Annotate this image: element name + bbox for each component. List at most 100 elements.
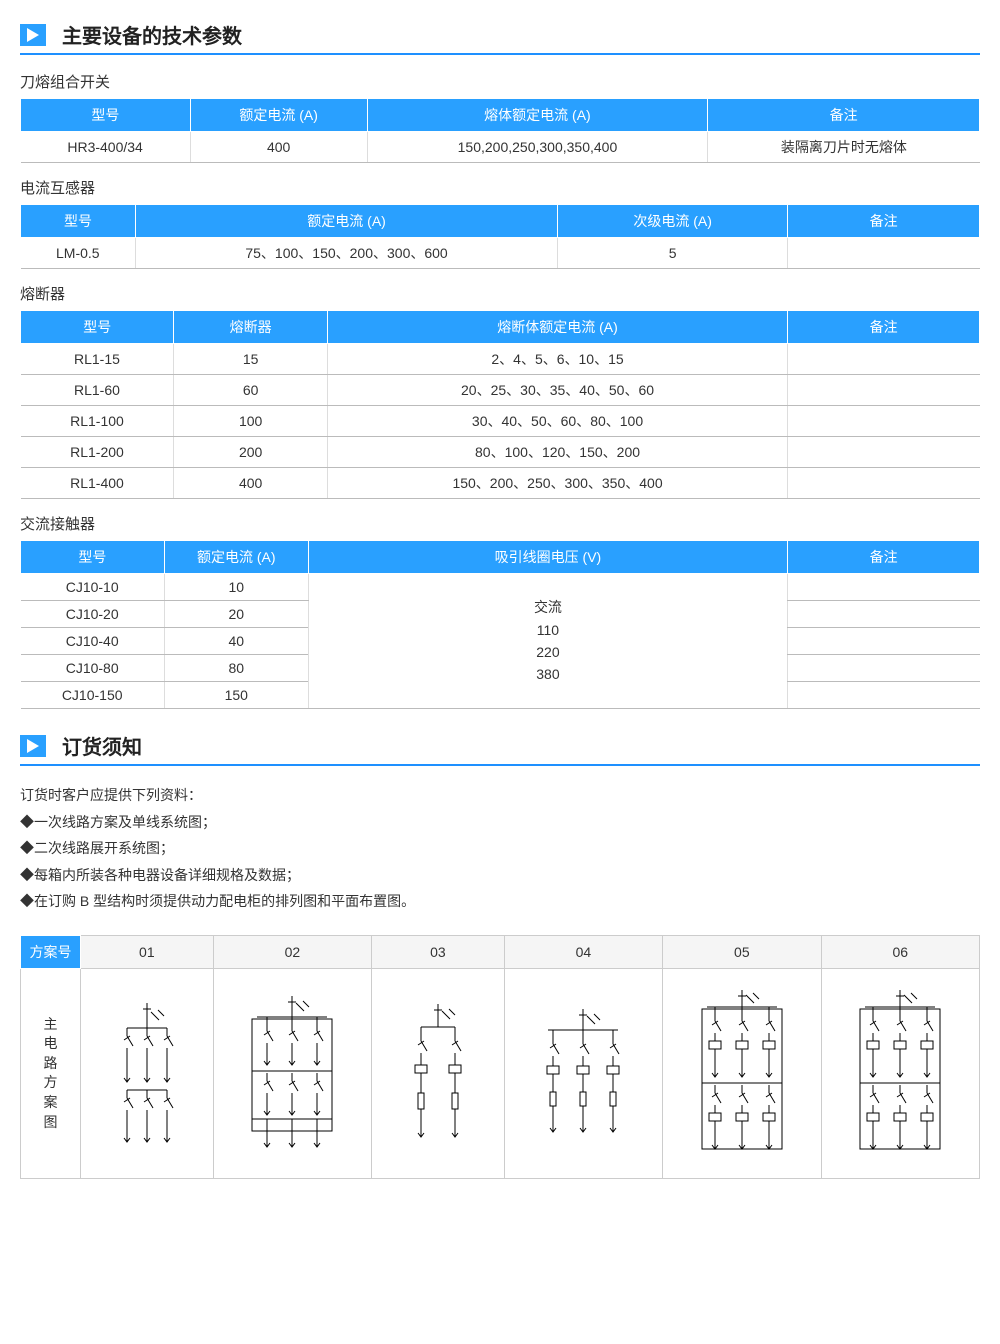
table-cell: CJ10-10 [21, 574, 165, 601]
table-cell [788, 655, 980, 682]
table-cell: RL1-200 [21, 437, 174, 468]
col-header: 备注 [788, 311, 980, 344]
table-cell: 20、25、30、35、40、50、60 [327, 375, 787, 406]
table-row: RL1-15152、4、5、6、10、15 [21, 344, 980, 375]
order-info-list: 订货时客户应提供下列资料： ◆一次线路方案及单线系统图；◆二次线路展开系统图；◆… [20, 782, 980, 915]
scheme-side-label: 主电路方案图 [21, 968, 81, 1178]
col-header: 熔体额定电流 (A) [367, 99, 708, 132]
table-cell [788, 375, 980, 406]
table-row: RL1-606020、25、30、35、40、50、60 [21, 375, 980, 406]
scheme-number: 03 [372, 935, 505, 968]
table-row: LM-0.575、100、150、200、300、6005 [21, 238, 980, 269]
order-item: ◆一次线路方案及单线系统图； [20, 809, 980, 836]
table-cell: 75、100、150、200、300、600 [136, 238, 558, 269]
table-cell: CJ10-40 [21, 628, 165, 655]
data-table: 型号熔断器熔断体额定电流 (A)备注RL1-15152、4、5、6、10、15R… [20, 310, 980, 499]
circuit-diagram [504, 968, 662, 1178]
tables-container: 刀熔组合开关型号额定电流 (A)熔体额定电流 (A)备注HR3-400/3440… [20, 71, 980, 499]
col-header: 型号 [21, 205, 136, 238]
table-cell: CJ10-150 [21, 682, 165, 709]
scheme-number: 02 [213, 935, 371, 968]
col-header: 备注 [788, 541, 980, 574]
table-cell [788, 682, 980, 709]
col-header: 型号 [21, 99, 191, 132]
table-subtitle: 刀熔组合开关 [20, 71, 980, 92]
table-cell: 400 [174, 468, 327, 499]
table-cell: 装隔离刀片时无熔体 [708, 132, 980, 163]
table-cell: RL1-60 [21, 375, 174, 406]
table-cell [788, 344, 980, 375]
table-cell [788, 468, 980, 499]
table-cell: 60 [174, 375, 327, 406]
table-cell: 150、200、250、300、350、400 [327, 468, 787, 499]
col-header: 熔断器 [174, 311, 327, 344]
col-header: 次级电流 (A) [558, 205, 788, 238]
col-header: 熔断体额定电流 (A) [327, 311, 787, 344]
table-cell: 100 [174, 406, 327, 437]
table-cell: RL1-100 [21, 406, 174, 437]
scheme-header-label: 方案号 [21, 935, 81, 968]
section-header-1: 主要设备的技术参数 [20, 20, 980, 55]
table-row: RL1-20020080、100、120、150、200 [21, 437, 980, 468]
table-cell: RL1-15 [21, 344, 174, 375]
table-cell: HR3-400/34 [21, 132, 191, 163]
table-cell: 40 [164, 628, 308, 655]
table-cell [788, 437, 980, 468]
circuit-diagram [663, 968, 821, 1178]
order-intro: 订货时客户应提供下列资料： [20, 782, 980, 809]
table-cell [788, 601, 980, 628]
table-cell: 400 [190, 132, 367, 163]
table-subtitle: 熔断器 [20, 283, 980, 304]
table-cell: 10 [164, 574, 308, 601]
scheme-number: 06 [821, 935, 979, 968]
table-cell: 80、100、120、150、200 [327, 437, 787, 468]
col-header: 额定电流 (A) [164, 541, 308, 574]
table-cell: CJ10-80 [21, 655, 165, 682]
table-cell [788, 406, 980, 437]
contactor-title: 交流接触器 [20, 513, 980, 534]
table-cell: 20 [164, 601, 308, 628]
circuit-diagram [821, 968, 979, 1178]
table-cell: 150 [164, 682, 308, 709]
col-header: 吸引线圈电压 (V) [308, 541, 788, 574]
table-row: CJ10-1010交流110220380 [21, 574, 980, 601]
circuit-diagram [372, 968, 505, 1178]
table-row: RL1-400400150、200、250、300、350、400 [21, 468, 980, 499]
table-subtitle: 电流互感器 [20, 177, 980, 198]
table-cell: 5 [558, 238, 788, 269]
table-cell: CJ10-20 [21, 601, 165, 628]
play-icon [20, 735, 46, 757]
col-header: 额定电流 (A) [190, 99, 367, 132]
circuit-diagram [213, 968, 371, 1178]
table-cell: 30、40、50、60、80、100 [327, 406, 787, 437]
table-cell: 15 [174, 344, 327, 375]
play-icon [20, 24, 46, 46]
section-title-2: 订货须知 [62, 731, 142, 760]
scheme-table: 方案号 010203040506 主电路方案图 [20, 935, 980, 1179]
col-header: 额定电流 (A) [136, 205, 558, 238]
col-header: 型号 [21, 311, 174, 344]
col-header: 型号 [21, 541, 165, 574]
table-row: HR3-400/34400150,200,250,300,350,400装隔离刀… [21, 132, 980, 163]
scheme-number: 04 [504, 935, 662, 968]
order-item: ◆在订购 B 型结构时须提供动力配电柜的排列图和平面布置图。 [20, 888, 980, 915]
order-item: ◆每箱内所装各种电器设备详细规格及数据； [20, 862, 980, 889]
table-cell: 80 [164, 655, 308, 682]
table-cell [788, 574, 980, 601]
merged-voltage-cell: 交流110220380 [308, 574, 788, 709]
scheme-number: 05 [663, 935, 821, 968]
scheme-number: 01 [81, 935, 214, 968]
data-table: 型号额定电流 (A)熔体额定电流 (A)备注HR3-400/34400150,2… [20, 98, 980, 163]
section-title-1: 主要设备的技术参数 [62, 20, 242, 49]
section-header-2: 订货须知 [20, 731, 980, 766]
table-cell [788, 238, 980, 269]
circuit-diagram [81, 968, 214, 1178]
table-cell: 2、4、5、6、10、15 [327, 344, 787, 375]
contactor-table: 型号额定电流 (A)吸引线圈电压 (V)备注 CJ10-1010交流110220… [20, 540, 980, 709]
table-cell: LM-0.5 [21, 238, 136, 269]
col-header: 备注 [708, 99, 980, 132]
table-cell: RL1-400 [21, 468, 174, 499]
table-row: RL1-10010030、40、50、60、80、100 [21, 406, 980, 437]
data-table: 型号额定电流 (A)次级电流 (A)备注LM-0.575、100、150、200… [20, 204, 980, 269]
table-cell [788, 628, 980, 655]
